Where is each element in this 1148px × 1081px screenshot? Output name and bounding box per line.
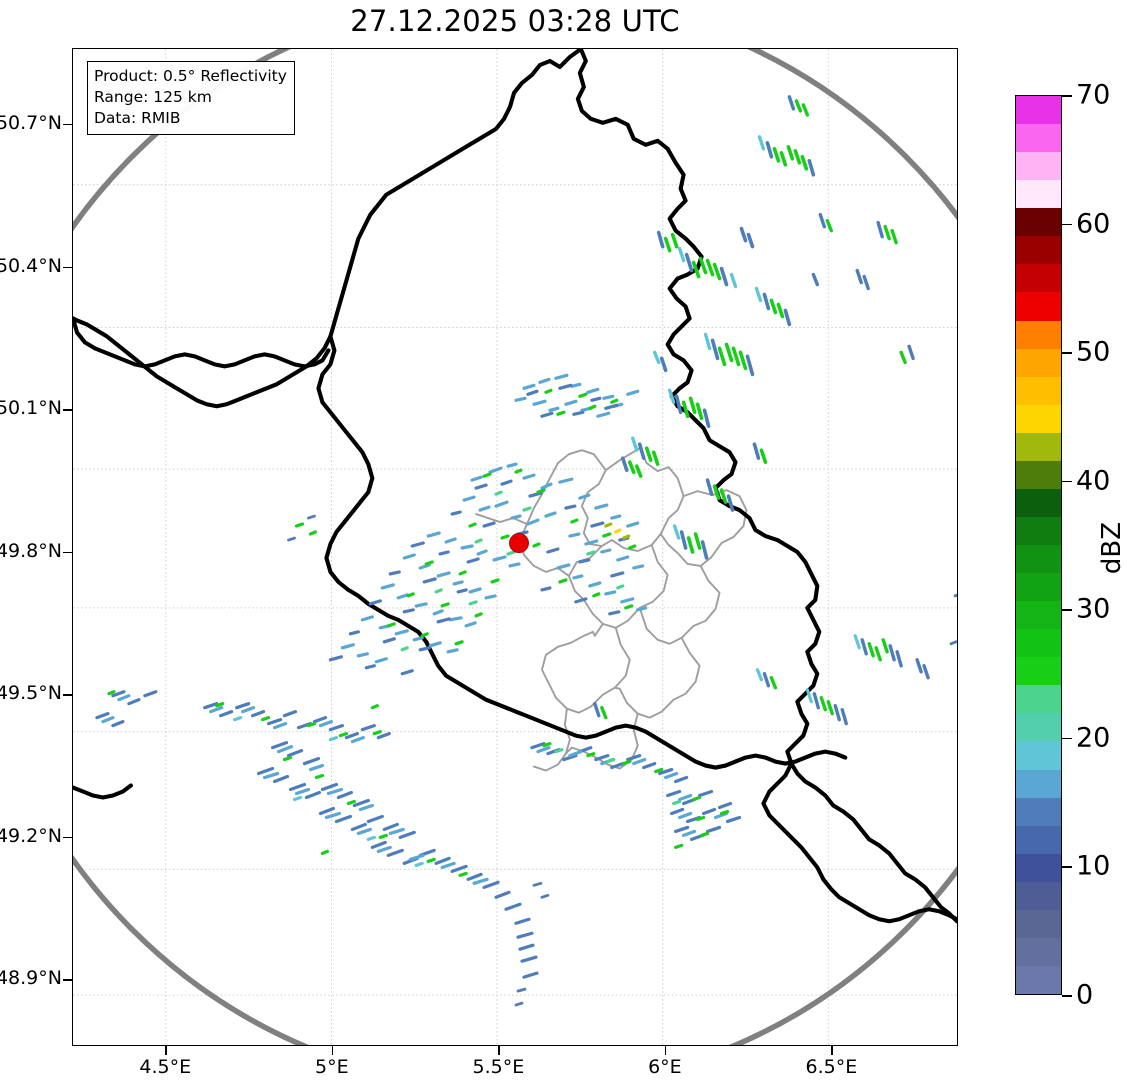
colorbar-band <box>1016 881 1061 910</box>
y-tick-mark <box>63 551 72 554</box>
x-tick-mark <box>331 1046 334 1055</box>
info-box: Product: 0.5° Reflectivity Range: 125 km… <box>87 61 295 136</box>
colorbar-band <box>1016 96 1061 125</box>
radar-map-svg <box>73 49 957 1045</box>
colorbar-tick-label: 10 <box>1076 850 1111 882</box>
colorbar-band <box>1016 124 1061 153</box>
y-tick-label: 49.8°N <box>0 539 62 562</box>
colorbar-tick-label: 40 <box>1076 465 1111 497</box>
colorbar-band <box>1016 629 1061 658</box>
colorbar-tick-label: 70 <box>1076 79 1111 111</box>
colorbar-tick-label: 50 <box>1076 336 1111 368</box>
y-tick-label: 49.2°N <box>0 824 62 847</box>
colorbar-tick-mark <box>1062 223 1072 226</box>
colorbar-band <box>1016 741 1061 770</box>
y-tick-label: 48.9°N <box>0 967 62 990</box>
info-range: Range: 125 km <box>94 88 212 107</box>
colorbar-band <box>1016 432 1061 461</box>
colorbar-band <box>1016 516 1061 545</box>
colorbar[interactable] <box>1015 95 1062 995</box>
colorbar-tick-label: 0 <box>1076 979 1094 1011</box>
colorbar-band <box>1016 348 1061 377</box>
colorbar-band <box>1016 937 1061 966</box>
colorbar-band <box>1016 909 1061 938</box>
radar-map-plot[interactable]: Product: 0.5° Reflectivity Range: 125 km… <box>72 48 958 1046</box>
y-tick-mark <box>63 979 72 981</box>
colorbar-band <box>1016 545 1061 574</box>
colorbar-band <box>1016 404 1061 433</box>
radar-site-marker <box>509 533 529 553</box>
colorbar-band <box>1016 853 1061 882</box>
y-tick-mark <box>63 836 72 839</box>
x-tick-label: 5°E <box>315 1056 349 1078</box>
colorbar-band <box>1016 713 1061 742</box>
info-data: Data: RMIB <box>94 109 181 128</box>
colorbar-band <box>1016 208 1061 237</box>
colorbar-tick-mark <box>1062 866 1072 869</box>
colorbar-tick-label: 60 <box>1076 208 1111 240</box>
colorbar-band <box>1016 685 1061 714</box>
colorbar-band <box>1016 152 1061 181</box>
colorbar-tick-mark <box>1062 352 1072 354</box>
y-tick-label: 50.7°N <box>0 112 62 135</box>
x-tick-label: 5.5°E <box>472 1056 525 1078</box>
y-tick-mark <box>63 409 72 411</box>
y-tick-mark <box>63 694 72 696</box>
colorbar-band <box>1016 601 1061 630</box>
colorbar-band <box>1016 769 1061 798</box>
colorbar-band <box>1016 460 1061 489</box>
colorbar-band <box>1016 797 1061 826</box>
region-boundaries <box>475 447 748 772</box>
colorbar-tick-mark <box>1062 995 1072 997</box>
x-tick-mark <box>498 1046 500 1055</box>
colorbar-title: dBZ <box>1097 521 1127 575</box>
x-tick-label: 6.5°E <box>805 1056 858 1078</box>
radar-echoes <box>95 95 957 1007</box>
colorbar-band <box>1016 657 1061 686</box>
colorbar-tick-label: 30 <box>1076 593 1111 625</box>
colorbar-tick-mark <box>1062 480 1072 483</box>
x-tick-mark <box>165 1046 167 1055</box>
colorbar-tick-mark <box>1062 609 1072 611</box>
colorbar-band <box>1016 825 1061 854</box>
colorbar-band <box>1016 965 1061 994</box>
colorbar-band <box>1016 320 1061 349</box>
page-title: 27.12.2025 03:28 UTC <box>350 4 680 38</box>
colorbar-tick-mark <box>1062 737 1072 740</box>
y-tick-mark <box>63 124 72 126</box>
info-product: Product: 0.5° Reflectivity <box>94 67 287 85</box>
colorbar-band <box>1016 573 1061 602</box>
x-tick-label: 6°E <box>648 1056 682 1078</box>
colorbar-band <box>1016 292 1061 321</box>
colorbar-tick-mark <box>1062 95 1072 97</box>
x-tick-mark <box>831 1046 833 1055</box>
colorbar-band <box>1016 376 1061 405</box>
colorbar-band <box>1016 180 1061 209</box>
x-tick-label: 4.5°E <box>139 1056 192 1078</box>
colorbar-band <box>1016 264 1061 293</box>
colorbar-tick-label: 20 <box>1076 722 1111 754</box>
colorbar-band <box>1016 236 1061 265</box>
y-tick-label: 49.5°N <box>0 682 62 705</box>
x-tick-mark <box>664 1046 667 1055</box>
y-tick-label: 50.4°N <box>0 254 62 277</box>
y-tick-mark <box>63 266 72 268</box>
country-borders <box>73 49 957 924</box>
colorbar-band <box>1016 488 1061 517</box>
y-tick-label: 50.1°N <box>0 397 62 420</box>
